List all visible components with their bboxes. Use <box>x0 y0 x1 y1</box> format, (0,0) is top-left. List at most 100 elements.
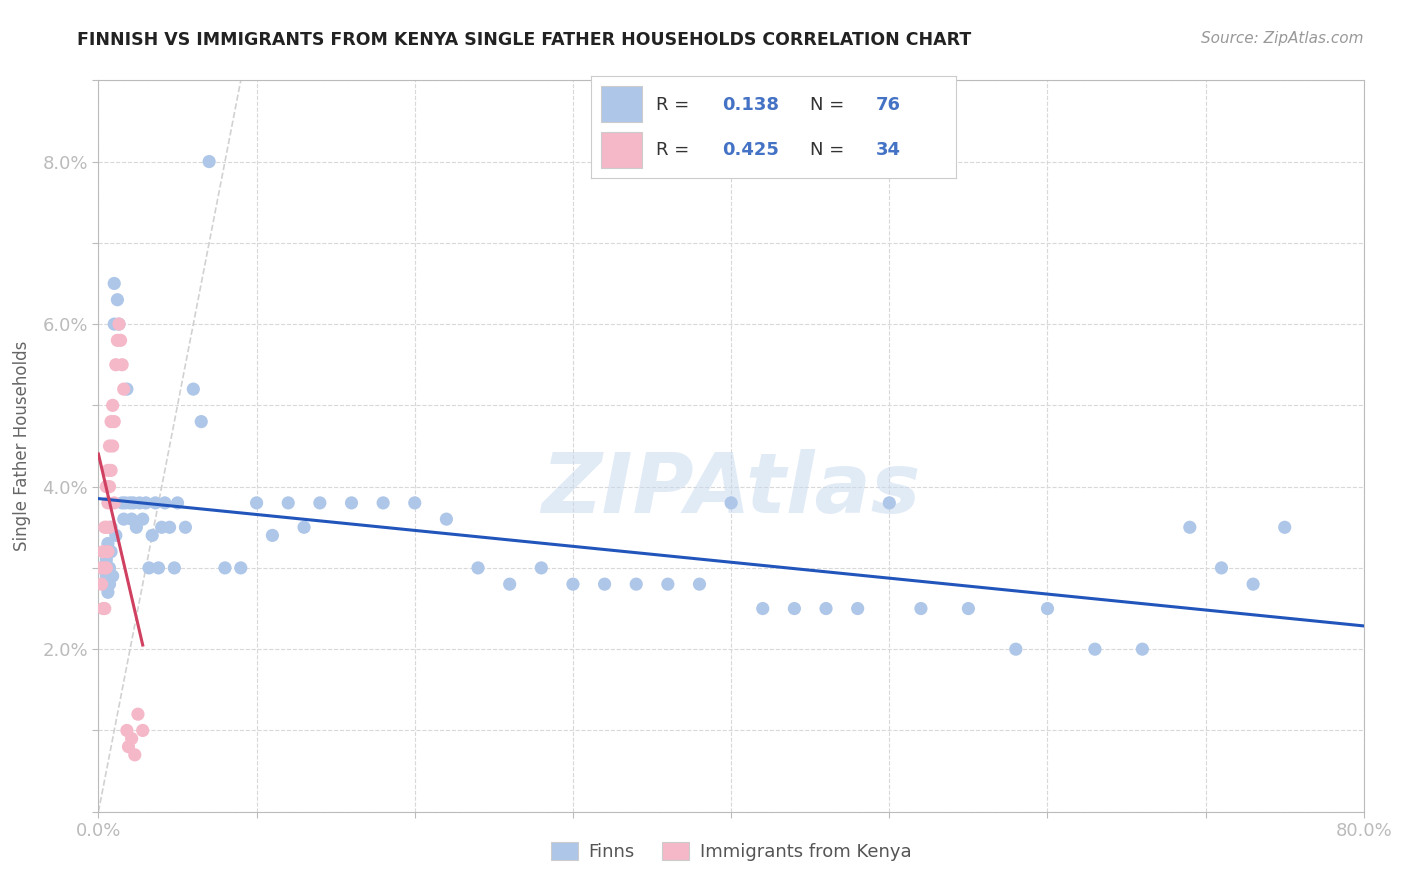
Point <box>657 577 679 591</box>
Point <box>910 601 932 615</box>
Point <box>1274 520 1296 534</box>
Point <box>292 520 315 534</box>
Point <box>148 561 170 575</box>
Point <box>561 577 585 591</box>
Point <box>111 358 134 372</box>
Point <box>103 277 125 291</box>
Point <box>104 358 127 372</box>
Text: R =: R = <box>657 141 696 159</box>
Point <box>720 496 742 510</box>
Point <box>371 496 394 510</box>
Point <box>530 561 553 575</box>
Bar <box>602 87 641 122</box>
Point <box>1004 642 1026 657</box>
Point <box>624 577 647 591</box>
Point <box>120 496 141 510</box>
Point <box>104 528 127 542</box>
Point <box>93 520 117 534</box>
Point <box>93 544 117 558</box>
Point <box>97 536 120 550</box>
Point <box>108 317 131 331</box>
Point <box>593 577 616 591</box>
Point <box>90 577 112 591</box>
Point <box>98 577 121 591</box>
Legend: Finns, Immigrants from Kenya: Finns, Immigrants from Kenya <box>544 835 918 869</box>
Text: N =: N = <box>810 95 849 113</box>
Point <box>277 496 299 510</box>
Point <box>309 496 332 510</box>
Point <box>783 601 806 615</box>
Point <box>98 520 121 534</box>
Text: 34: 34 <box>876 141 901 159</box>
Text: 0.138: 0.138 <box>723 95 779 113</box>
Point <box>100 415 122 429</box>
Point <box>110 334 132 348</box>
Point <box>115 382 138 396</box>
Point <box>121 512 143 526</box>
Point <box>98 439 121 453</box>
Point <box>688 577 710 591</box>
Point <box>98 561 121 575</box>
Point <box>1241 577 1264 591</box>
Text: Source: ZipAtlas.com: Source: ZipAtlas.com <box>1201 31 1364 46</box>
Point <box>96 561 118 575</box>
Point <box>957 601 980 615</box>
Point <box>159 520 181 534</box>
Point <box>436 512 458 526</box>
Point <box>198 154 221 169</box>
Point <box>90 561 112 575</box>
Point <box>103 317 125 331</box>
Point <box>107 293 129 307</box>
Point <box>100 463 122 477</box>
Point <box>93 601 117 615</box>
Point <box>262 528 284 542</box>
Point <box>103 496 125 510</box>
Point <box>97 585 120 599</box>
Y-axis label: Single Father Households: Single Father Households <box>13 341 31 551</box>
Point <box>229 561 252 575</box>
Point <box>132 512 155 526</box>
Point <box>814 601 837 615</box>
Point <box>141 528 163 542</box>
Point <box>138 561 160 575</box>
Point <box>121 731 143 746</box>
Point <box>93 561 117 575</box>
Point <box>751 601 773 615</box>
Point <box>124 747 146 762</box>
Point <box>91 577 114 591</box>
Point <box>96 480 118 494</box>
Point <box>107 334 129 348</box>
Point <box>214 561 236 575</box>
Point <box>1178 520 1201 534</box>
Point <box>166 496 188 510</box>
Text: ZIPAtlas: ZIPAtlas <box>541 450 921 531</box>
Point <box>112 512 135 526</box>
Point <box>97 496 120 510</box>
Point <box>112 382 135 396</box>
Text: N =: N = <box>810 141 849 159</box>
Point <box>96 553 118 567</box>
Point <box>1036 601 1059 615</box>
Point <box>1084 642 1107 657</box>
Point <box>877 496 900 510</box>
Point <box>498 577 520 591</box>
Point <box>111 496 134 510</box>
Text: 76: 76 <box>876 95 901 113</box>
Point <box>246 496 269 510</box>
Point <box>101 398 124 412</box>
Point <box>153 496 176 510</box>
Point <box>174 520 197 534</box>
Point <box>1211 561 1233 575</box>
Point <box>190 415 212 429</box>
Point <box>163 561 186 575</box>
Text: R =: R = <box>657 95 696 113</box>
Point <box>100 544 122 558</box>
Point <box>97 544 120 558</box>
Point <box>97 463 120 477</box>
Point <box>145 496 166 510</box>
Point <box>127 707 149 722</box>
Point <box>103 415 125 429</box>
Point <box>91 544 114 558</box>
Point <box>122 496 145 510</box>
Point <box>98 480 121 494</box>
